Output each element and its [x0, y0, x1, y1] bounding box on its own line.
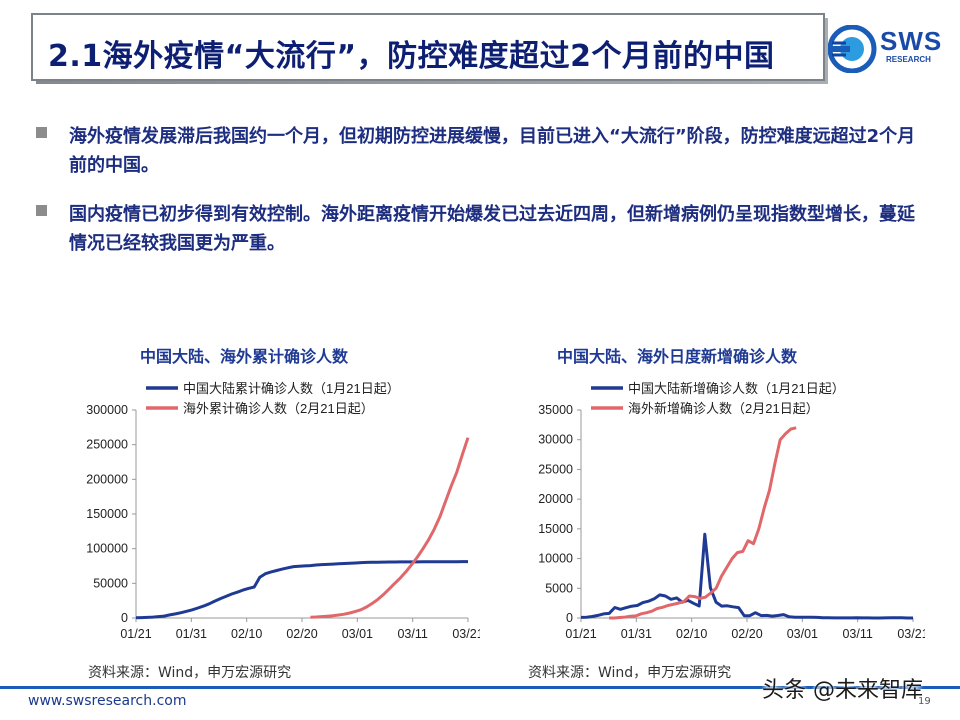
- page-number: 19: [918, 696, 931, 707]
- y-tick-label: 30000: [538, 433, 573, 447]
- y-tick-label: 35000: [538, 403, 573, 417]
- y-tick-label: 100000: [86, 542, 128, 556]
- source-note-right: 资料来源：Wind，申万宏源研究: [528, 665, 732, 681]
- footer-url-link[interactable]: www.swsresearch.com: [28, 693, 187, 709]
- x-tick-label: 01/21: [565, 627, 596, 641]
- overseas-series-line: [609, 426, 797, 620]
- chart-title-right: 中国大陆、海外日度新增确诊人数: [557, 347, 798, 366]
- x-tick-label: 02/10: [676, 627, 707, 641]
- y-tick-label: 150000: [86, 507, 128, 521]
- china-series-line: [135, 560, 468, 620]
- y-tick-label: 250000: [86, 438, 128, 452]
- x-tick-label: 01/31: [621, 627, 652, 641]
- y-tick-label: 25000: [538, 462, 573, 476]
- legend-label: 海外累计确诊人数（2月21日起）: [183, 401, 374, 416]
- footer-divider: [0, 686, 960, 689]
- legend-label: 海外新增确诊人数（2月21日起）: [628, 401, 819, 416]
- daily-new-cases-chart: 35000 30000 25000 20000 15000 10000 5000 0 01/21…: [538, 381, 925, 641]
- y-tick-label: 20000: [538, 492, 573, 506]
- source-note-left: 资料来源：Wind，申万宏源研究: [88, 665, 292, 681]
- y-tick-label: 0: [121, 611, 128, 625]
- logo-text: SWS: [880, 26, 943, 56]
- x-tick-label: 03/21: [897, 627, 925, 641]
- y-tick-label: 0: [566, 611, 573, 625]
- bullet-square-icon: [36, 205, 47, 216]
- logo-subtext: RESEARCH: [886, 55, 931, 64]
- y-tick-label: 300000: [86, 403, 128, 417]
- overseas-series-line: [310, 437, 470, 619]
- x-tick-label: 03/01: [342, 627, 373, 641]
- title-bar: [31, 13, 828, 84]
- cumulative-cases-chart: 300000 250000 200000 150000 100000 50000 0 01/2…: [86, 381, 480, 641]
- sws-logo: SWS RESEARCH: [827, 24, 948, 75]
- legend-label: 中国大陆累计确诊人数（1月21日起）: [183, 381, 400, 396]
- china-series-line: [580, 532, 913, 620]
- x-tick-label: 02/10: [231, 627, 262, 641]
- chart-title-left: 中国大陆、海外累计确诊人数: [140, 347, 349, 366]
- bullet-square-icon: [36, 127, 47, 138]
- x-tick-label: 03/11: [842, 627, 872, 641]
- x-tick-label: 03/21: [452, 627, 480, 641]
- y-tick-label: 5000: [545, 581, 573, 595]
- x-tick-label: 02/20: [731, 627, 762, 641]
- y-tick-label: 10000: [538, 552, 573, 566]
- page-title: 2.1海外疫情“大流行”，防控难度超过2个月前的中国: [48, 39, 775, 74]
- logo-circle-icon: [827, 24, 877, 74]
- bullet-text: 国内疫情已初步得到有效控制。海外距离疫情开始爆发已过去近四周，但新增病例仍呈现指…: [69, 204, 915, 254]
- bullet-text: 海外疫情发展滞后我国约一个月，但初期防控进展缓慢，目前已进入“大流行”阶段，防控…: [69, 126, 916, 176]
- y-tick-label: 50000: [93, 576, 128, 590]
- y-tick-label: 200000: [86, 472, 128, 486]
- x-tick-label: 03/11: [397, 627, 427, 641]
- x-tick-label: 03/01: [787, 627, 818, 641]
- x-tick-label: 02/20: [286, 627, 317, 641]
- legend-label: 中国大陆新增确诊人数（1月21日起）: [628, 381, 845, 396]
- y-tick-label: 15000: [538, 522, 573, 536]
- x-tick-label: 01/21: [120, 627, 151, 641]
- x-tick-label: 01/31: [176, 627, 207, 641]
- watermark-text: 头条 @未来智库: [762, 678, 923, 703]
